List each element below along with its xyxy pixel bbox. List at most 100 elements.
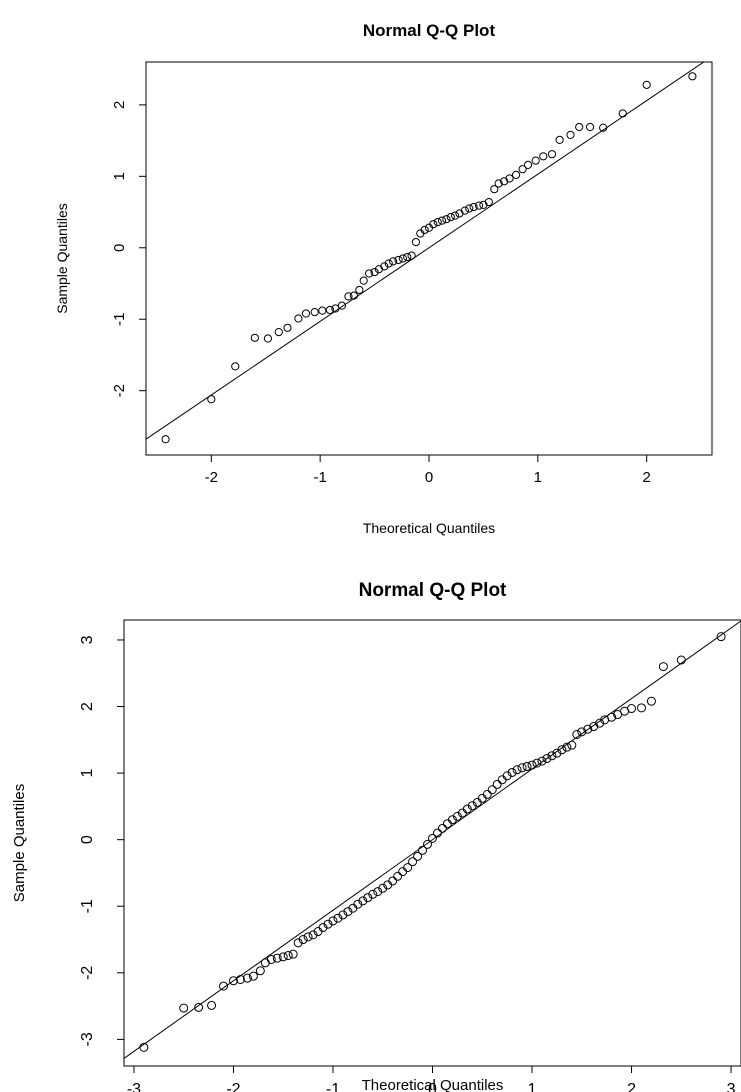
chart-2-data-point (577, 727, 587, 737)
chart-2-data-point (437, 823, 447, 833)
chart-1-data-point (403, 252, 412, 262)
chart-1-data-point (318, 306, 327, 315)
chart-2-data-point (432, 828, 442, 838)
chart-1-data-point (420, 225, 429, 235)
chart-1-data-point (688, 72, 697, 81)
chart-1-data-point (484, 197, 493, 207)
chart-2-data-point (442, 819, 452, 829)
chart-1-data-point (359, 276, 368, 285)
chart-1-data-point (355, 285, 364, 295)
chart-2-data-point (537, 756, 547, 766)
chart-2-data-point (373, 887, 383, 897)
chart-1-data-point (642, 80, 651, 89)
chart-2-data-point (308, 930, 318, 940)
chart-1-data-point (161, 435, 170, 444)
chart-2-data-point (139, 1042, 149, 1052)
chart-1-data-point (344, 292, 353, 301)
chart-1-data-point (451, 211, 460, 220)
chart-2-data-point (462, 804, 472, 814)
qq-plot-1: Normal Q-Q Plot Theoretical Quantiles Sa… (54, 21, 713, 536)
chart-1-data-point (539, 152, 548, 161)
chart-1-data-point (460, 206, 470, 215)
chart-2-data-point (338, 910, 348, 920)
chart-2-data-point (502, 771, 512, 781)
chart-2-data-point (272, 953, 282, 963)
chart-2-data-point (428, 833, 437, 843)
chart-2-data-point (512, 765, 522, 775)
chart-1-data-point (388, 257, 398, 266)
chart-2-data-point (194, 1002, 204, 1012)
chart-1-qq-line (146, 62, 705, 440)
chart-2-y-tick-label: -3 (79, 1032, 96, 1046)
chart-1-data-point (429, 220, 438, 229)
chart-1-data-point (505, 174, 514, 183)
chart-2-data-point (278, 952, 288, 962)
chart-2-data-point (219, 981, 229, 991)
chart-1-ylabel: Sample Quantiles (54, 203, 70, 314)
chart-1-data-point (566, 130, 575, 139)
chart-2-data-point (393, 871, 403, 881)
chart-2-x-tick-label: 0 (428, 1081, 437, 1092)
chart-1-data-point (518, 165, 527, 174)
chart-1-data-point (263, 334, 273, 343)
chart-2-data-point (627, 704, 637, 714)
chart-2-data-point (527, 760, 537, 770)
chart-2-x-tick-label: -1 (326, 1081, 340, 1092)
chart-2-y-tick-label: 3 (79, 635, 96, 644)
chart-2-data-point (260, 958, 270, 968)
chart-1-x-tick-label: 0 (425, 469, 433, 486)
chart-2-data-point (572, 729, 582, 739)
chart-1-data-point (407, 251, 416, 260)
chart-2-data-point (482, 789, 492, 799)
chart-1-x-tick-label: 2 (643, 469, 651, 486)
chart-2-data-point (179, 1003, 189, 1013)
chart-1-data-point (370, 267, 379, 277)
chart-2-data-point (343, 907, 353, 917)
chart-2-data-point (358, 896, 368, 906)
chart-2-y-tick-label: -2 (79, 966, 96, 980)
chart-2-qq-line (124, 620, 741, 1060)
chart-1-data-point (380, 262, 389, 271)
chart-1-y-tick-label: 1 (111, 172, 128, 180)
chart-1-data-point (274, 327, 283, 337)
chart-1-data-point (411, 237, 421, 247)
chart-2-y-tick-label: -1 (79, 899, 96, 913)
chart-1-data-point (442, 215, 451, 224)
chart-1-data-point (575, 122, 584, 132)
chart-1-data-point (337, 301, 347, 310)
chart-2-data-point (368, 889, 378, 899)
chart-2-data-point (522, 761, 532, 771)
chart-2-data-point (607, 712, 617, 722)
chart-2-ylabel: Sample Quantiles (11, 784, 28, 902)
chart-2-data-point (353, 899, 363, 909)
chart-1-y-tick-label: -2 (111, 384, 128, 397)
chart-1-data-point (465, 204, 474, 213)
chart-2-data-point (452, 811, 462, 821)
chart-1-data-point (585, 122, 595, 132)
chart-2-data-point (497, 775, 507, 785)
chart-2-data-point (477, 793, 487, 803)
chart-1-data-point (446, 212, 455, 222)
chart-2-data-point (323, 919, 333, 929)
chart-2-data-point (235, 974, 245, 984)
chart-2-title: Normal Q-Q Plot (359, 580, 507, 601)
chart-1-data-point (494, 179, 503, 188)
chart-2-x-tick-label: 2 (627, 1081, 636, 1092)
chart-1-data-point (469, 202, 478, 212)
chart-1-data-point (437, 216, 447, 225)
chart-1-y-tick-label: 2 (111, 101, 128, 109)
chart-2-x-tick-label: -2 (226, 1081, 240, 1092)
chart-1-data-point (433, 217, 442, 227)
chart-2-data-point (228, 976, 238, 986)
chart-1-title: Normal Q-Q Plot (363, 21, 496, 40)
chart-2-data-point (507, 767, 517, 777)
chart-2-x-tick-label: 1 (528, 1081, 537, 1092)
chart-2-data-point (207, 1000, 217, 1010)
chart-2-data-point (636, 703, 646, 713)
chart-2-data-point (583, 724, 593, 734)
chart-2-data-point (293, 938, 303, 948)
chart-2-data-point (595, 718, 605, 728)
chart-2-data-point (557, 745, 567, 755)
chart-1-data-point (301, 309, 311, 318)
